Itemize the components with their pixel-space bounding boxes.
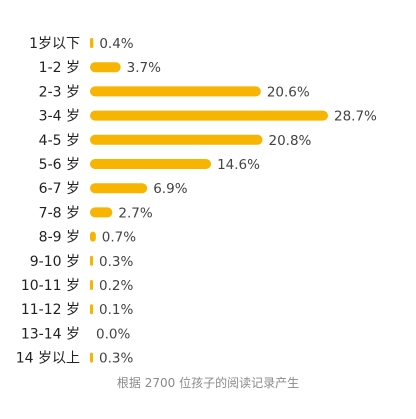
value-label: 6.9% xyxy=(153,181,187,197)
value-label: 0.7% xyxy=(102,230,136,246)
category-label: 1岁以下 xyxy=(29,36,80,52)
value-label: 0.3% xyxy=(99,254,133,270)
bar xyxy=(90,38,94,48)
value-label: 20.8% xyxy=(268,133,311,149)
bar xyxy=(90,280,93,290)
value-label: 0.0% xyxy=(96,326,130,342)
bar xyxy=(90,134,263,145)
chart-rows: 1岁以下 0.4% 1-2 岁 3.7% 2-3 岁 20.6% 3-4 岁 28.7% 4-5… xyxy=(16,36,377,367)
value-label: 0.1% xyxy=(99,302,133,318)
category-label: 9-10 岁 xyxy=(30,254,80,270)
value-label: 0.4% xyxy=(99,36,133,52)
bar xyxy=(90,207,113,218)
bar xyxy=(90,86,261,97)
category-label: 7-8 岁 xyxy=(39,205,80,221)
value-label: 2.7% xyxy=(118,205,152,221)
category-label: 8-9 岁 xyxy=(39,230,80,246)
category-label: 6-7 岁 xyxy=(39,181,80,197)
bar xyxy=(90,255,93,266)
category-label: 13-14 岁 xyxy=(21,326,80,342)
category-label: 1-2 岁 xyxy=(39,60,80,76)
bar xyxy=(90,352,93,363)
category-label: 2-3 岁 xyxy=(39,84,80,100)
bar xyxy=(90,159,212,169)
bar xyxy=(90,110,328,121)
category-label: 11-12 岁 xyxy=(21,302,80,318)
category-label: 4-5 岁 xyxy=(39,133,80,149)
bar xyxy=(90,304,93,315)
category-label: 14 岁以上 xyxy=(16,351,80,367)
value-label: 14.6% xyxy=(217,157,260,173)
chart-caption: 根据 2700 位孩子的阅读记录产生 xyxy=(117,375,299,390)
bar xyxy=(90,231,96,242)
category-label: 10-11 岁 xyxy=(21,278,80,294)
value-label: 3.7% xyxy=(127,60,161,76)
bar xyxy=(90,62,121,73)
value-label: 28.7% xyxy=(334,109,377,125)
value-label: 0.3% xyxy=(99,351,133,367)
category-label: 3-4 岁 xyxy=(39,109,80,125)
value-label: 20.6% xyxy=(267,84,310,100)
bar xyxy=(90,183,148,194)
category-label: 5-6 岁 xyxy=(39,157,80,173)
value-label: 0.2% xyxy=(99,278,133,294)
